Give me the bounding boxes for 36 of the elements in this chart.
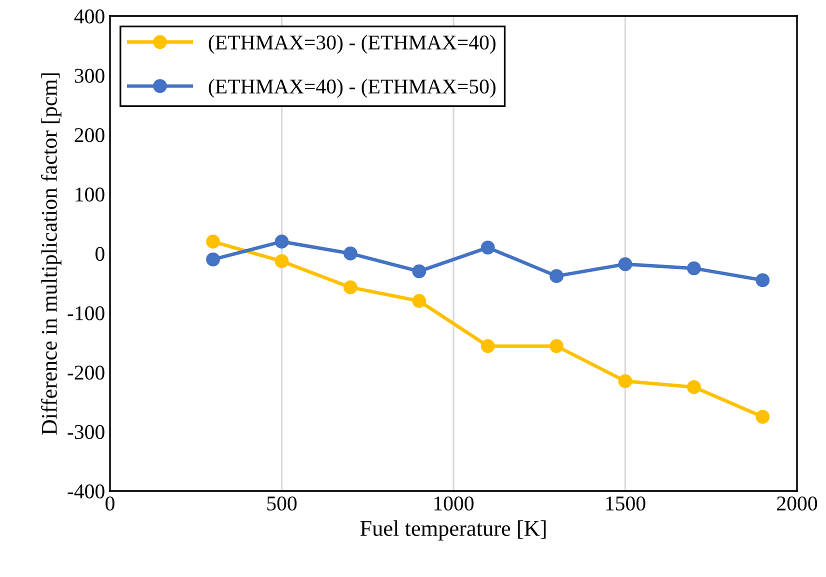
point [412, 294, 426, 308]
x-tick-label: 1000 [434, 496, 474, 511]
y-tick-label: 0 [96, 246, 104, 261]
x-tick-label: 500 [267, 496, 297, 511]
y-tick-label: -200 [68, 366, 104, 380]
point [550, 339, 564, 354]
y-tick-label: 200 [74, 128, 104, 142]
point [618, 257, 632, 272]
point [550, 269, 564, 284]
y-tick-label: -400 [68, 484, 104, 498]
y-tick-label: 400 [74, 9, 104, 24]
x-tick-label: 2000 [777, 496, 818, 511]
point [274, 234, 289, 249]
point [206, 252, 220, 266]
y-tick-label: -300 [68, 425, 104, 440]
x-tick-label: 0 [106, 496, 114, 511]
point [756, 410, 770, 424]
x-axis-title: Fuel temperature [K] [360, 520, 546, 540]
point [274, 254, 289, 268]
y-tick-label: 300 [74, 68, 104, 83]
point [480, 339, 495, 354]
point [412, 264, 426, 278]
x-tick-label: 1500 [606, 496, 646, 511]
point [756, 273, 770, 288]
point [687, 380, 701, 394]
point [344, 280, 358, 294]
legend-label: (ETHMAX=40) - (ETHMAX=50) [208, 78, 496, 98]
point [344, 246, 358, 260]
point [618, 374, 632, 388]
y-tick-label: -100 [68, 306, 104, 320]
y-axis-title: Difference in multiplication factor [pcm] [41, 73, 62, 435]
legend-label: (ETHMAX=30) - (ETHMAX=40) [208, 34, 496, 54]
point [687, 261, 701, 276]
y-tick-label: 100 [76, 188, 104, 202]
point [480, 240, 495, 255]
point [206, 234, 220, 249]
